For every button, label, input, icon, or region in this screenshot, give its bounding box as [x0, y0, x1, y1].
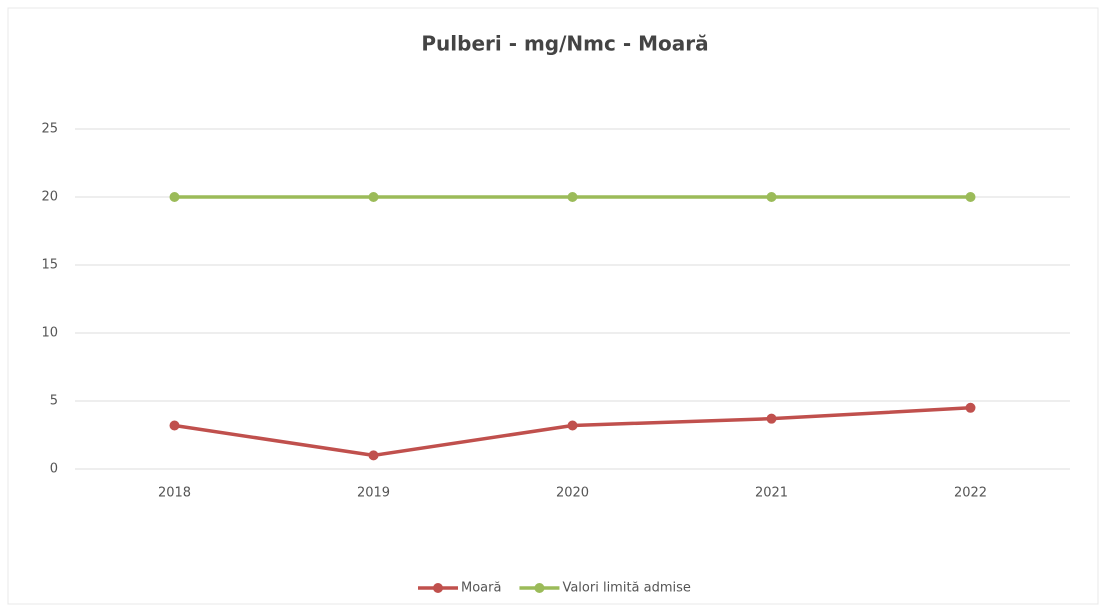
- point: [567, 420, 578, 431]
- x-tick-label: 2019: [357, 486, 390, 501]
- point: [368, 450, 379, 461]
- legend-label: Valori limită admise: [562, 581, 690, 596]
- legend-marker: [433, 583, 443, 593]
- x-tick-label: 2020: [556, 486, 589, 501]
- y-tick-label: 5: [50, 394, 58, 409]
- x-tick-label: 2021: [755, 486, 788, 501]
- point: [965, 192, 976, 202]
- y-tick-label: 10: [41, 326, 58, 341]
- y-tick-label: 20: [41, 190, 58, 205]
- legend-marker: [534, 583, 545, 593]
- chart-title: Pulberi - mg/Nmc - Moară: [421, 32, 708, 56]
- point: [169, 420, 180, 431]
- legend-label: Moară: [461, 581, 501, 596]
- point: [567, 192, 578, 202]
- x-tick-label: 2018: [158, 486, 191, 501]
- point: [766, 192, 777, 202]
- point: [766, 413, 777, 424]
- point: [965, 402, 976, 413]
- y-tick-label: 0: [50, 462, 58, 477]
- y-tick-label: 15: [41, 258, 58, 273]
- point: [368, 192, 379, 202]
- chart-frame: [7, 7, 1099, 605]
- y-tick-label: 25: [41, 122, 58, 137]
- point: [169, 192, 180, 202]
- x-tick-label: 2022: [954, 486, 987, 501]
